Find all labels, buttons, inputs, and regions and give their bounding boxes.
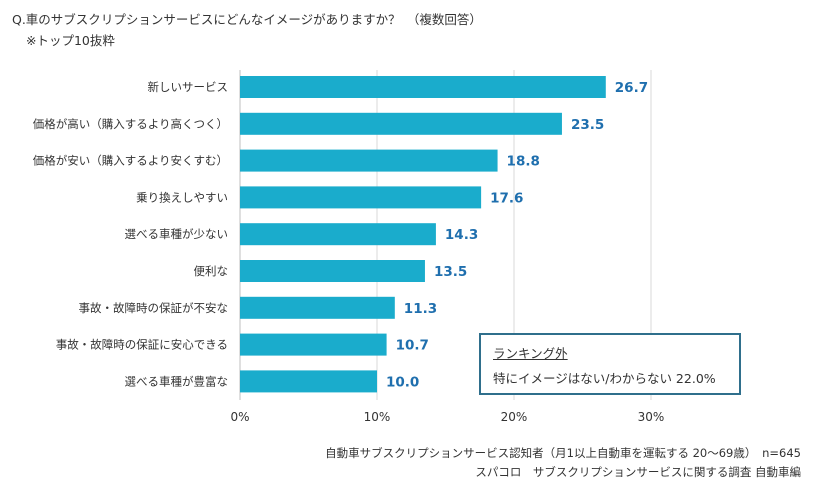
value-label: 10.0 (386, 374, 419, 390)
bar (240, 112, 562, 135)
sample-note: 自動車サブスクリプションサービス認知者（月1以上自動車を運転する 20～69歳）… (325, 446, 801, 460)
x-tick-label: 20% (501, 410, 528, 424)
chart-title: Q.車のサブスクリプションサービスにどんなイメージがありますか？ （複数回答） (12, 12, 482, 27)
callout-text: 特にイメージはない/わからない 22.0% (493, 371, 716, 386)
category-label: 便利な (194, 264, 229, 278)
category-label: 価格が高い（購入するより高くつく） (33, 117, 228, 131)
value-label: 14.3 (445, 227, 478, 243)
callout-box: ランキング外 特にイメージはない/わからない 22.0% (479, 333, 741, 395)
bar (240, 260, 425, 282)
category-label: 新しいサービス (148, 80, 229, 94)
bar (240, 223, 436, 246)
value-label: 17.6 (490, 190, 523, 206)
category-label: 選べる車種が少ない (125, 227, 229, 241)
value-label: 11.3 (404, 301, 437, 317)
source-note: スパコロ サブスクリプションサービスに関する調査 自動車編 (475, 465, 801, 479)
category-label: 乗り換えしやすい (136, 190, 228, 204)
bar (240, 76, 606, 98)
category-label: 事故・故障時の保証に安心できる (56, 338, 228, 352)
bar (240, 370, 377, 393)
x-tick-label: 30% (638, 410, 665, 424)
value-label: 10.7 (396, 338, 429, 354)
bar (240, 333, 387, 356)
value-label: 23.5 (571, 117, 604, 133)
bar (240, 149, 498, 172)
chart-subtitle: ※トップ10抜粋 (26, 33, 115, 48)
x-tick-label: 10% (364, 410, 391, 424)
x-tick-label: 0% (230, 410, 249, 424)
category-label: 価格が安い（購入するより安くすむ） (33, 154, 228, 168)
bar (240, 186, 482, 209)
value-label: 18.8 (507, 154, 540, 170)
value-label: 13.5 (434, 264, 467, 280)
value-label: 26.7 (615, 80, 648, 96)
bar (240, 296, 395, 319)
category-label: 事故・故障時の保証が不安な (79, 301, 229, 315)
callout-heading: ランキング外 (493, 346, 568, 361)
category-label: 選べる車種が豊富な (125, 374, 229, 388)
